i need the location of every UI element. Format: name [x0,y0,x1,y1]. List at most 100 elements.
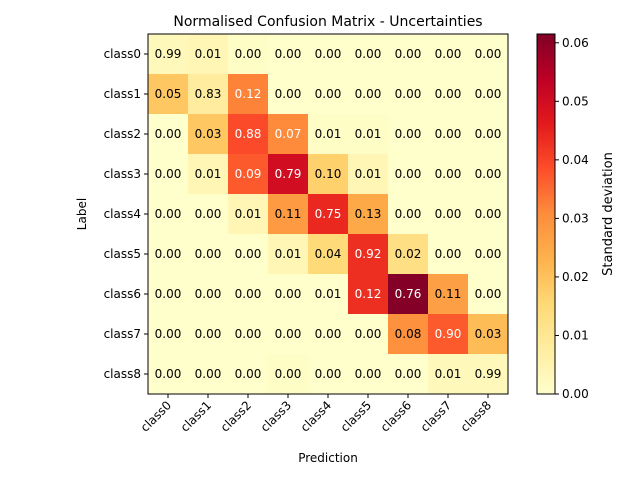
cell-value-label: 0.00 [275,47,302,61]
heatmap-cell [428,74,469,115]
cell-value-label: 0.00 [195,327,222,341]
heatmap-cell-labels: 0.99 0.01 0.00 0.00 0.00 0.00 0.00 0.00 0.00 0.05… [155,47,502,381]
cell-value-label: 0.00 [395,87,422,101]
heatmap-cell [468,354,509,395]
heatmap-cell [428,194,469,235]
cell-value-label: 0.00 [195,247,222,261]
heatmap-cell [468,114,509,155]
heatmap-cell [468,154,509,195]
heatmap-cell [188,34,229,75]
y-axis-ticks: class0 class1 class2 class3 class4 class5 clas… [104,47,148,381]
cell-value-label: 0.00 [435,247,462,261]
cell-value-label: 0.01 [315,287,342,301]
cell-value-label: 0.01 [195,167,222,181]
cell-value-label: 0.01 [315,127,342,141]
heatmap-cell [308,194,349,235]
cell-value-label: 0.76 [395,287,422,301]
heatmap-cell [188,354,229,395]
y-tick-label: class4 [104,207,141,221]
cell-value-label: 0.75 [315,207,342,221]
x-tick-label: class1 [178,398,214,434]
colorbar-tick-label: 0.02 [562,270,589,284]
heatmap-cell [308,274,349,315]
cell-value-label: 0.00 [475,247,502,261]
cell-value-label: 0.88 [235,127,262,141]
cell-value-label: 0.83 [195,87,222,101]
x-tick-label: class7 [418,398,454,434]
heatmap-cell [388,234,429,275]
heatmap-cell [268,274,309,315]
heatmap-cell [228,194,269,235]
heatmap-cell [348,74,389,115]
heatmap-cell [188,114,229,155]
cell-value-label: 0.00 [475,87,502,101]
cell-value-label: 0.01 [235,207,262,221]
heatmap-cell [228,114,269,155]
cell-value-label: 0.00 [395,167,422,181]
cell-value-label: 0.00 [155,367,182,381]
cell-value-label: 0.00 [435,87,462,101]
x-axis-title: Prediction [298,451,358,465]
x-tick-label: class5 [338,398,374,434]
cell-value-label: 0.00 [355,327,382,341]
heatmap-cell [428,314,469,355]
cell-value-label: 0.04 [315,247,342,261]
heatmap-cell [428,114,469,155]
cell-value-label: 0.00 [475,47,502,61]
heatmap-cell [188,154,229,195]
heatmap-cell [268,194,309,235]
heatmap-cell [308,354,349,395]
cell-value-label: 0.00 [235,287,262,301]
cell-value-label: 0.00 [475,207,502,221]
cell-value-label: 0.00 [275,287,302,301]
heatmap-cell [268,34,309,75]
cell-value-label: 0.00 [315,47,342,61]
x-tick-label: class4 [298,398,334,434]
heatmap-cell [468,234,509,275]
cell-value-label: 0.01 [355,167,382,181]
heatmap-cell [148,274,189,315]
heatmap-cell [268,354,309,395]
heatmap-cell [228,34,269,75]
x-tick-label: class3 [258,398,294,434]
heatmap-cell [428,354,469,395]
heatmap-cell [388,74,429,115]
heatmap-cell [348,114,389,155]
heatmap-cell [468,34,509,75]
cell-value-label: 0.00 [235,367,262,381]
cell-value-label: 0.12 [355,287,382,301]
colorbar-ticks: 0.00 0.01 0.02 0.03 0.04 0.05 0.06 [555,36,589,401]
cell-value-label: 0.12 [235,87,262,101]
cell-value-label: 0.00 [235,327,262,341]
heatmap-cell [308,74,349,115]
heatmap-cell [148,74,189,115]
cell-value-label: 0.00 [155,207,182,221]
y-tick-label: class2 [104,127,141,141]
cell-value-label: 0.79 [275,167,302,181]
cell-value-label: 0.00 [155,247,182,261]
cell-value-label: 0.00 [155,167,182,181]
heatmap-cell [348,154,389,195]
heatmap-cell [228,314,269,355]
cell-value-label: 0.90 [435,327,462,341]
heatmap-cell [308,114,349,155]
cell-value-label: 0.10 [315,167,342,181]
heatmap-cell [148,354,189,395]
cell-value-label: 0.00 [355,87,382,101]
cell-value-label: 0.00 [395,47,422,61]
cell-value-label: 0.00 [355,47,382,61]
cell-value-label: 0.11 [435,287,462,301]
heatmap-cell [388,274,429,315]
heatmap-cell [148,154,189,195]
cell-value-label: 0.03 [475,327,502,341]
heatmap-cell [188,274,229,315]
heatmap-cell [148,314,189,355]
cell-value-label: 0.03 [195,127,222,141]
cell-value-label: 0.07 [275,127,302,141]
cell-value-label: 0.00 [475,167,502,181]
heatmap-cell [428,234,469,275]
y-tick-label: class6 [104,287,141,301]
heatmap-cell [268,74,309,115]
heatmap-cell [388,194,429,235]
cell-value-label: 0.00 [155,287,182,301]
